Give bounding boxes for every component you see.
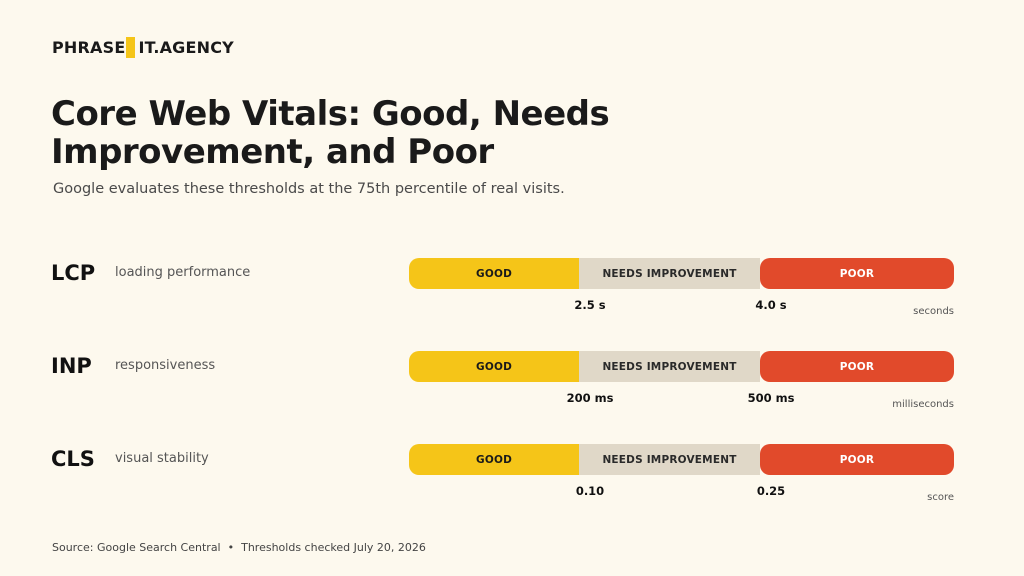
metric-abbr: LCP — [51, 261, 96, 285]
segment-poor: POOR — [760, 444, 954, 475]
threshold-good-value: 0.10 — [575, 484, 605, 498]
brand-logo: PHRASE IT.AGENCY — [52, 37, 234, 58]
footer-source-text: Source: Google Search Central — [52, 541, 221, 554]
page-title: Core Web Vitals: Good, Needs Improvement… — [51, 94, 610, 172]
threshold-poor-value: 500 ms — [747, 391, 795, 405]
metric-description: loading performance — [115, 265, 251, 280]
threshold-poor-value: 0.25 — [756, 484, 786, 498]
threshold-good-value: 2.5 s — [574, 298, 606, 312]
threshold-bar: GOOD NEEDS IMPROVEMENT POOR — [409, 351, 954, 382]
segment-needs-improvement: NEEDS IMPROVEMENT — [579, 351, 760, 382]
metric-description: visual stability — [115, 451, 209, 466]
segment-good: GOOD — [409, 258, 579, 289]
page-subtitle: Google evaluates these thresholds at the… — [53, 181, 565, 197]
footer-checked-date: Thresholds checked July 20, 2026 — [241, 541, 426, 554]
brand-name-right: IT.AGENCY — [138, 38, 234, 57]
logo-accent-bar — [126, 37, 136, 58]
segment-needs-improvement: NEEDS IMPROVEMENT — [579, 444, 760, 475]
threshold-poor-value: 4.0 s — [755, 298, 787, 312]
footer-separator: • — [227, 541, 235, 554]
metric-unit: score — [927, 492, 954, 503]
metric-row-lcp: LCP loading performance GOOD NEEDS IMPRO… — [0, 258, 1024, 328]
threshold-bar: GOOD NEEDS IMPROVEMENT POOR — [409, 444, 954, 475]
segment-good: GOOD — [409, 444, 579, 475]
segment-good: GOOD — [409, 351, 579, 382]
metric-description: responsiveness — [115, 358, 216, 373]
threshold-bar: GOOD NEEDS IMPROVEMENT POOR — [409, 258, 954, 289]
footer-source: Source: Google Search Central • Thresholds… — [52, 541, 426, 554]
metric-unit: milliseconds — [892, 399, 954, 410]
threshold-good-value: 200 ms — [566, 391, 614, 405]
metric-abbr: INP — [51, 354, 92, 378]
segment-poor: POOR — [760, 351, 954, 382]
metric-row-cls: CLS visual stability GOOD NEEDS IMPROVEM… — [0, 444, 1024, 514]
segment-needs-improvement: NEEDS IMPROVEMENT — [579, 258, 760, 289]
segment-poor: POOR — [760, 258, 954, 289]
metric-abbr: CLS — [51, 447, 95, 471]
metric-unit: seconds — [913, 306, 954, 317]
metric-row-inp: INP responsiveness GOOD NEEDS IMPROVEMEN… — [0, 351, 1024, 421]
brand-name-left: PHRASE — [52, 38, 126, 57]
